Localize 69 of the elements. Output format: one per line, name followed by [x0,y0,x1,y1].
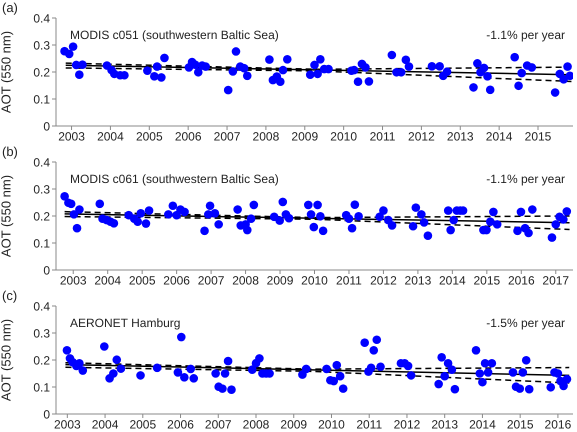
x-tick-label: 2009 [280,418,308,432]
x-tick-label: 2012 [370,274,398,288]
y-tick-label: 0.1 [33,380,50,394]
y-tick-label: 0.1 [33,92,50,106]
y-tick-label: 0 [43,119,50,134]
y-axis-title: AOT (550 nm) [0,174,14,258]
y-tick-label: 0 [43,263,50,278]
y-tick-label: 0.4 [33,11,50,26]
x-tick-label: 2005 [136,130,163,144]
y-tick-label: 0.1 [33,236,50,250]
x-tick-label: 2007 [198,274,225,288]
x-tick-label: 2014 [486,130,513,144]
x-tick-label: 2012 [394,418,421,432]
y-tick-label: 0.3 [33,38,50,52]
x-tick-label: 2005 [129,418,156,432]
x-tick-label: 2004 [97,130,124,144]
y-tick-label: 0 [43,407,50,422]
y-tick-label: 0.2 [33,353,50,368]
y-tick-label: 0.4 [33,299,50,314]
chart-title: (b) [2,144,18,159]
annotation: -1.1% per year [486,172,565,186]
x-tick-label: 2008 [242,418,270,432]
x-tick-label: 2010 [301,274,328,288]
x-tick-label: 2013 [446,130,474,144]
x-tick-label: 2003 [54,418,81,432]
x-tick-label: 2007 [204,418,232,432]
x-tick-label: 2007 [214,130,241,144]
x-tick-label: 2013 [404,274,432,288]
annotation: AERONET Hamburg [70,316,180,330]
x-tick-label: 2015 [506,418,534,432]
x-tick-label: 2008 [232,274,260,288]
chart-title: (c) [2,288,18,303]
x-tick-label: 2006 [174,130,202,144]
annotation: -1.5% per year [486,316,565,330]
x-tick-label: 2006 [167,418,194,432]
x-tick-label: 2010 [330,130,358,144]
y-axis-title: AOT (550 nm) [0,30,14,114]
x-tick-label: 2017 [542,274,570,288]
y-tick-label: 0.2 [33,209,50,224]
x-tick-label: 2004 [94,274,122,288]
x-tick-label: 2016 [544,418,572,432]
x-tick-label: 2004 [92,418,119,432]
x-tick-label: 2006 [163,274,190,288]
annotation: MODIS c051 (southwestern Baltic Sea) [70,28,279,42]
x-tick-label: 2010 [318,418,346,432]
y-tick-label: 0.4 [33,155,50,170]
x-tick-label: 2009 [291,130,318,144]
chart-title: (a) [2,0,18,15]
y-axis-title: AOT (550 nm) [0,318,14,402]
x-tick-label: 2009 [266,274,294,288]
x-tick-label: 2012 [408,130,436,144]
y-tick-label: 0.3 [33,182,50,196]
x-tick-label: 2005 [128,274,156,288]
x-tick-label: 2011 [356,418,382,432]
x-tick-label: 2016 [508,274,535,288]
x-tick-label: 2014 [469,418,496,432]
annotation: MODIS c061 (southwestern Baltic Sea) [70,172,279,186]
x-tick-label: 2011 [370,130,396,144]
x-tick-label: 2015 [473,274,501,288]
x-tick-label: 2014 [439,274,466,288]
x-tick-label: 2003 [60,274,87,288]
y-tick-label: 0.2 [33,65,50,80]
y-tick-label: 0.3 [33,326,50,340]
x-tick-label: 2015 [524,130,552,144]
x-tick-label: 2011 [336,274,362,288]
x-tick-label: 2008 [252,130,280,144]
x-tick-label: 2013 [431,418,458,432]
annotation: -1.1% per year [486,28,565,42]
x-tick-label: 2003 [58,130,86,144]
